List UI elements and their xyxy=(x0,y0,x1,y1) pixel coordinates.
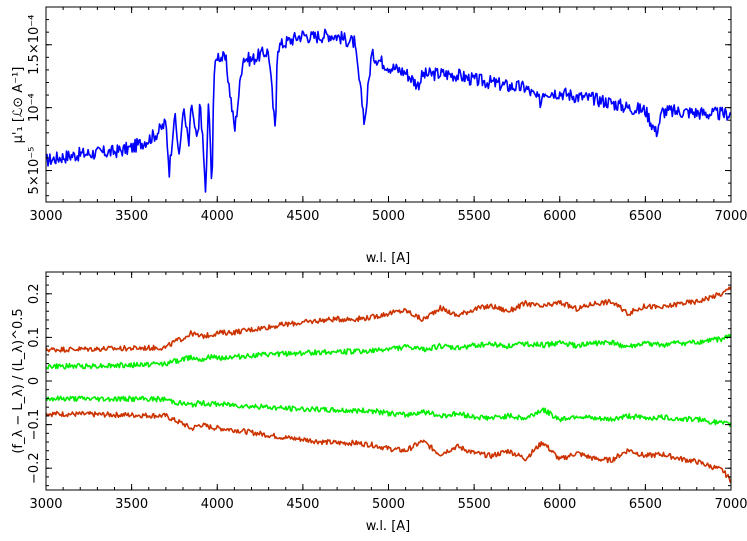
top-x-tick-label-2: 4000 xyxy=(201,209,234,224)
bottom-y-tick-label-0: −0.2 xyxy=(27,452,42,484)
top-plot-frame xyxy=(45,6,732,203)
bottom-x-tick-label-8: 7000 xyxy=(714,497,747,512)
bottom-series-line-0 xyxy=(45,286,732,353)
bottom-y-tick-label-2: 0 xyxy=(27,377,42,385)
bottom-x-tick-label-4: 5000 xyxy=(372,497,405,512)
top-x-tick-label-6: 6000 xyxy=(543,209,576,224)
top-y-tick-label-2: 1.5×10⁻⁴ xyxy=(27,15,42,75)
bottom-y-tick-label-group-0: −0.2 xyxy=(27,452,42,484)
top-ticks-group: 3000 3500 4000 4500 5000 5500 6000 6500 7000 5×10… xyxy=(27,6,747,224)
top-x-axis-label: w.l. [A] xyxy=(366,251,410,266)
top-y-tick-label-group-0: 5×10⁻⁵ xyxy=(27,147,42,195)
top-y-tick-label-group-2: 1.5×10⁻⁴ xyxy=(27,15,42,75)
bottom-x-tick-label-1: 3500 xyxy=(115,497,148,512)
top-x-tick-label-8: 7000 xyxy=(714,209,747,224)
bottom-plot-frame xyxy=(45,271,732,491)
bottom-x-tick-label-2: 4000 xyxy=(201,497,234,512)
bottom-x-tick-label-7: 6500 xyxy=(629,497,662,512)
bottom-y-tick-label-group-2: 0 xyxy=(27,377,42,385)
top-x-tick-label-0: 3000 xyxy=(29,209,62,224)
top-x-tick-label-7: 6500 xyxy=(629,209,662,224)
top-x-tick-label-5: 5500 xyxy=(458,209,491,224)
bottom-series-line-1 xyxy=(45,333,732,370)
bottom-series-line-3 xyxy=(45,410,732,484)
bottom-y-tick-label-1: −0.1 xyxy=(27,409,42,441)
top-x-tick-label-3: 4500 xyxy=(286,209,319,224)
bottom-x-tick-label-5: 5500 xyxy=(458,497,491,512)
bottom-y-tick-label-group-4: 0.2 xyxy=(27,283,42,304)
top-series-line-0 xyxy=(45,28,732,193)
bottom-y-tick-label-3: 0.1 xyxy=(27,327,42,348)
bottom-y-axis-label-text: (f_λ − L_λ) / (L_λ)^0.5 xyxy=(11,308,26,453)
bottom-x-tick-label-0: 3000 xyxy=(29,497,62,512)
top-y-axis-label-text: μ'₁ [ℒ⊙ A⁻¹] xyxy=(11,67,26,144)
top-y-tick-label-group-1: 10⁻⁴ xyxy=(27,93,42,122)
top-y-axis-label: μ'₁ [ℒ⊙ A⁻¹] xyxy=(11,67,26,144)
panel-top-spectrum: 3000 3500 4000 4500 5000 5500 6000 6500 7000 5×10… xyxy=(11,6,747,266)
bottom-y-tick-label-group-1: −0.1 xyxy=(27,409,42,441)
bottom-y-tick-label-group-3: 0.1 xyxy=(27,327,42,348)
top-x-tick-label-1: 3500 xyxy=(115,209,148,224)
bottom-series-line-2 xyxy=(45,395,732,428)
bottom-ticks-group: 3000 3500 4000 4500 5000 5500 6000 6500 7000 −0.2… xyxy=(27,272,747,512)
bottom-x-tick-label-3: 4500 xyxy=(286,497,319,512)
top-x-tick-label-4: 5000 xyxy=(372,209,405,224)
top-y-tick-label-0: 5×10⁻⁵ xyxy=(27,147,42,195)
bottom-x-tick-label-6: 6000 xyxy=(543,497,576,512)
top-y-tick-label-1: 10⁻⁴ xyxy=(27,93,42,122)
bottom-x-axis-label: w.l. [A] xyxy=(366,519,410,534)
top-series-group xyxy=(45,28,732,193)
panel-bottom-residuals: 3000 3500 4000 4500 5000 5500 6000 6500 7000 −0.2… xyxy=(11,271,747,534)
bottom-y-tick-label-4: 0.2 xyxy=(27,283,42,304)
bottom-series-group xyxy=(45,286,732,484)
bottom-y-axis-label: (f_λ − L_λ) / (L_λ)^0.5 xyxy=(11,308,26,453)
